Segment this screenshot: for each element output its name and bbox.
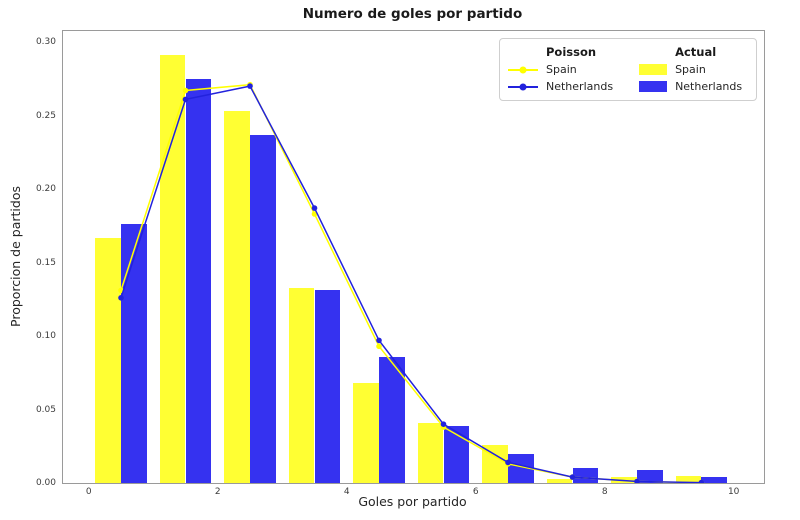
bar-actual-netherlands-0 bbox=[121, 224, 147, 483]
legend-item-actual-spain: Spain bbox=[639, 63, 742, 76]
legend-column-actual: Actual Spain Netherlands bbox=[639, 45, 742, 93]
actual-netherlands-swatch bbox=[639, 81, 668, 92]
poisson-netherlands-marker-icon bbox=[519, 83, 527, 90]
y-tick-label-0.25: 0.25 bbox=[35, 110, 56, 121]
bar-actual-spain-0 bbox=[95, 237, 121, 483]
bar-actual-spain-7 bbox=[546, 478, 573, 483]
x-tick-label-0: 0 bbox=[85, 487, 92, 497]
bar-actual-spain-1 bbox=[159, 55, 186, 483]
plot-area: 0 2 4 6 8 10 0.00 0.05 0.10 0.15 0.20 0.25 0.30 Pois… bbox=[36, 30, 765, 497]
poisson-netherlands-marker-0 bbox=[118, 295, 124, 301]
poisson-spain-line bbox=[120, 83, 702, 483]
poisson-netherlands-marker-9 bbox=[698, 479, 705, 483]
poisson-netherlands-marker-3 bbox=[311, 205, 318, 211]
legend-label: Netherlands bbox=[546, 80, 614, 93]
poisson-netherlands-marker-4 bbox=[376, 337, 382, 344]
bar-actual-netherlands-3 bbox=[314, 290, 341, 483]
legend-item-actual-netherlands: Netherlands bbox=[639, 80, 742, 93]
bar-actual-netherlands-9 bbox=[701, 477, 728, 483]
legend-item-poisson-spain: Spain bbox=[508, 63, 613, 76]
bar-actual-netherlands-7 bbox=[572, 468, 599, 483]
x-tick-label-8: 8 bbox=[601, 487, 608, 497]
y-tick-label-0.00: 0.00 bbox=[35, 478, 56, 488]
poisson-spain-marker-icon bbox=[519, 66, 527, 73]
actual-spain-swatch bbox=[639, 64, 668, 75]
bar-actual-netherlands-2 bbox=[250, 134, 276, 483]
poisson-netherlands-marker-5 bbox=[440, 421, 447, 428]
legend: Poisson Spain Netherlands Actual Spain bbox=[499, 38, 757, 101]
legend-header-poisson: Poisson bbox=[546, 45, 597, 59]
bar-actual-spain-9 bbox=[675, 475, 702, 483]
poisson-netherlands-line-swatch bbox=[508, 83, 538, 90]
y-tick-label-0.10: 0.10 bbox=[35, 331, 56, 341]
bar-actual-spain-2 bbox=[224, 111, 250, 483]
x-axis-label: Goles por partido bbox=[358, 494, 467, 509]
y-axis-label: Proporcion de partidos bbox=[7, 185, 23, 327]
poisson-netherlands-line bbox=[120, 85, 702, 483]
legend-label: Netherlands bbox=[675, 80, 743, 93]
poisson-spain-line-swatch bbox=[508, 66, 538, 73]
x-tick-label-6: 6 bbox=[472, 487, 479, 497]
poisson-netherlands-marker-8 bbox=[634, 478, 640, 483]
legend-column-poisson: Poisson Spain Netherlands bbox=[508, 45, 613, 93]
poisson-netherlands-marker-7 bbox=[569, 474, 576, 480]
legend-header-actual: Actual bbox=[675, 45, 717, 59]
y-tick-label-0.30: 0.30 bbox=[35, 37, 56, 47]
y-tick-label-0.05: 0.05 bbox=[35, 404, 56, 415]
poisson-lines-layer bbox=[118, 81, 705, 483]
chart-title: Numero de goles por partido bbox=[302, 6, 523, 22]
poisson-netherlands-marker-2 bbox=[247, 83, 253, 89]
x-tick-label-2: 2 bbox=[214, 487, 221, 497]
bar-actual-netherlands-4 bbox=[379, 356, 405, 483]
bar-actual-spain-5 bbox=[417, 422, 444, 483]
x-tick-label-10: 10 bbox=[727, 487, 740, 497]
bar-actual-netherlands-1 bbox=[185, 78, 212, 483]
legend-label: Spain bbox=[546, 63, 577, 76]
bar-actual-netherlands-8 bbox=[637, 469, 663, 483]
y-tick-label-0.15: 0.15 bbox=[35, 257, 56, 268]
poisson-spain-marker-4 bbox=[376, 343, 382, 350]
y-tick-label-0.20: 0.20 bbox=[35, 184, 56, 194]
poisson-netherlands-marker-1 bbox=[182, 96, 189, 103]
x-tick-label-4: 4 bbox=[343, 487, 350, 497]
bar-actual-spain-4 bbox=[353, 383, 379, 483]
legend-item-poisson-netherlands: Netherlands bbox=[508, 80, 613, 93]
poisson-netherlands-marker-6 bbox=[505, 459, 511, 466]
legend-label: Spain bbox=[675, 63, 706, 76]
poisson-spain-marker-1 bbox=[182, 87, 189, 94]
bar-actual-spain-3 bbox=[288, 287, 315, 483]
